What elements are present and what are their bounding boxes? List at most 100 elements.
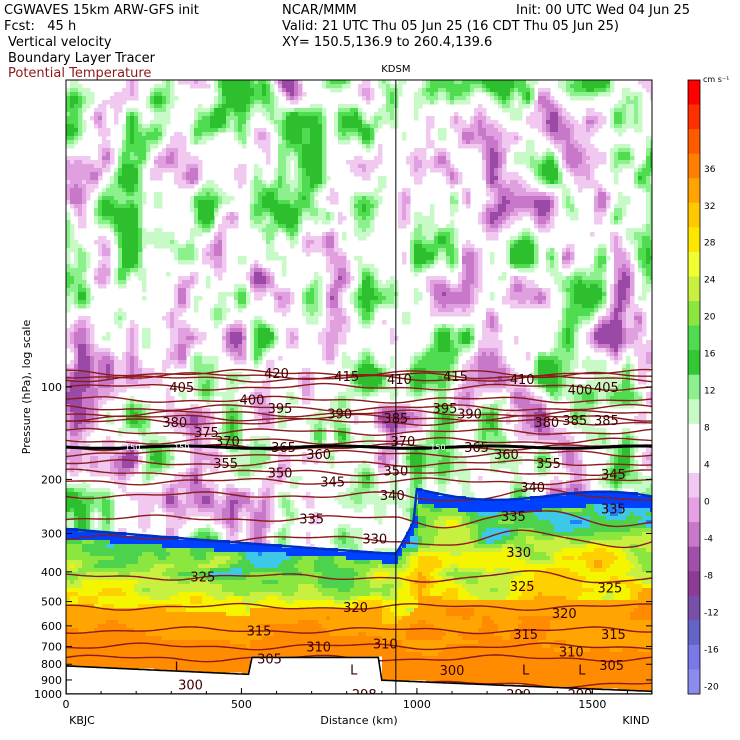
- field-cell: [362, 216, 367, 221]
- field-cell: [302, 172, 307, 177]
- field-cell: [450, 196, 455, 201]
- field-cell: [330, 288, 335, 293]
- field-cell: [614, 316, 619, 321]
- field-cell: [574, 288, 579, 293]
- field-cell: [330, 308, 335, 313]
- field-cell: [278, 196, 283, 201]
- field-cell: [250, 96, 255, 101]
- field-cell: [162, 96, 167, 101]
- field-cell: [78, 168, 83, 173]
- field-cell: [430, 276, 435, 281]
- field-cell: [74, 176, 79, 181]
- field-cell: [134, 96, 139, 101]
- field-cell: [466, 96, 471, 101]
- field-cell: [238, 172, 243, 177]
- field-cell: [82, 292, 87, 297]
- field-cell: [190, 156, 195, 161]
- field-cell: [482, 116, 487, 121]
- field-cell: [546, 304, 551, 309]
- field-cell: [198, 84, 203, 89]
- field-cell: [286, 128, 291, 133]
- field-cell: [206, 180, 211, 185]
- field-cell: [530, 92, 535, 97]
- field-cell: [126, 252, 131, 257]
- field-cell: [546, 160, 551, 165]
- field-cell: [222, 120, 227, 125]
- field-cell: [650, 232, 652, 237]
- field-cell: [118, 232, 123, 237]
- field-cell: [314, 132, 319, 137]
- field-cell: [574, 176, 579, 181]
- field-cell: [350, 120, 355, 125]
- field-cell: [110, 104, 115, 109]
- field-cell: [582, 312, 587, 317]
- field-cell: [590, 108, 595, 113]
- field-cell: [514, 184, 519, 189]
- field-cell: [222, 220, 227, 225]
- field-cell: [106, 260, 111, 265]
- field-cell: [618, 264, 623, 269]
- field-cell: [458, 80, 463, 85]
- field-cell: [590, 288, 595, 293]
- field-cell: [314, 184, 319, 189]
- field-cell: [330, 280, 335, 285]
- field-cell: [322, 168, 327, 173]
- field-cell: [474, 124, 479, 129]
- field-cell: [582, 300, 587, 305]
- field-cell: [74, 264, 79, 269]
- field-cell: [398, 208, 403, 213]
- field-cell: [134, 84, 139, 89]
- field-cell: [94, 240, 99, 245]
- field-cell: [66, 112, 71, 117]
- field-cell: [142, 232, 147, 237]
- field-cell: [558, 104, 563, 109]
- field-cell: [238, 304, 243, 309]
- field-cell: [514, 92, 519, 97]
- field-cell: [514, 160, 519, 165]
- field-cell: [310, 164, 315, 169]
- field-cell: [582, 176, 587, 181]
- field-cell: [602, 280, 607, 285]
- field-cell: [618, 256, 623, 261]
- field-cell: [346, 280, 351, 285]
- field-cell: [118, 308, 123, 313]
- field-cell: [118, 176, 123, 181]
- field-cell: [202, 204, 207, 209]
- field-cell: [134, 232, 139, 237]
- field-cell: [302, 112, 307, 117]
- field-cell: [626, 268, 631, 273]
- field-cell: [526, 116, 531, 121]
- field-cell: [122, 148, 127, 153]
- field-cell: [130, 120, 135, 125]
- field-cell: [354, 108, 359, 113]
- field-cell: [310, 192, 315, 197]
- field-cell: [542, 208, 547, 213]
- field-cell: [154, 168, 159, 173]
- field-cell: [418, 164, 423, 169]
- field-cell: [486, 232, 491, 237]
- field-cell: [582, 292, 587, 297]
- field-cell: [278, 144, 283, 149]
- field-cell: [70, 292, 75, 297]
- field-cell: [94, 160, 99, 165]
- field-cell: [594, 268, 599, 273]
- field-cell: [586, 172, 591, 177]
- field-cell: [618, 236, 623, 241]
- field-cell: [98, 248, 103, 253]
- field-cell: [346, 140, 351, 145]
- field-cell: [342, 252, 347, 257]
- field-cell: [370, 304, 375, 309]
- field-cell: [234, 168, 239, 173]
- field-cell: [70, 160, 75, 165]
- field-cell: [390, 88, 395, 93]
- field-cell: [194, 124, 199, 129]
- field-cell: [418, 88, 423, 93]
- field-cell: [250, 100, 255, 105]
- field-cell: [558, 276, 563, 281]
- field-cell: [426, 80, 431, 85]
- field-cell: [406, 212, 411, 217]
- field-cell: [566, 244, 571, 249]
- field-cell: [262, 292, 267, 297]
- field-cell: [602, 152, 607, 157]
- header-forecast: Fcst: 45 h: [4, 19, 77, 34]
